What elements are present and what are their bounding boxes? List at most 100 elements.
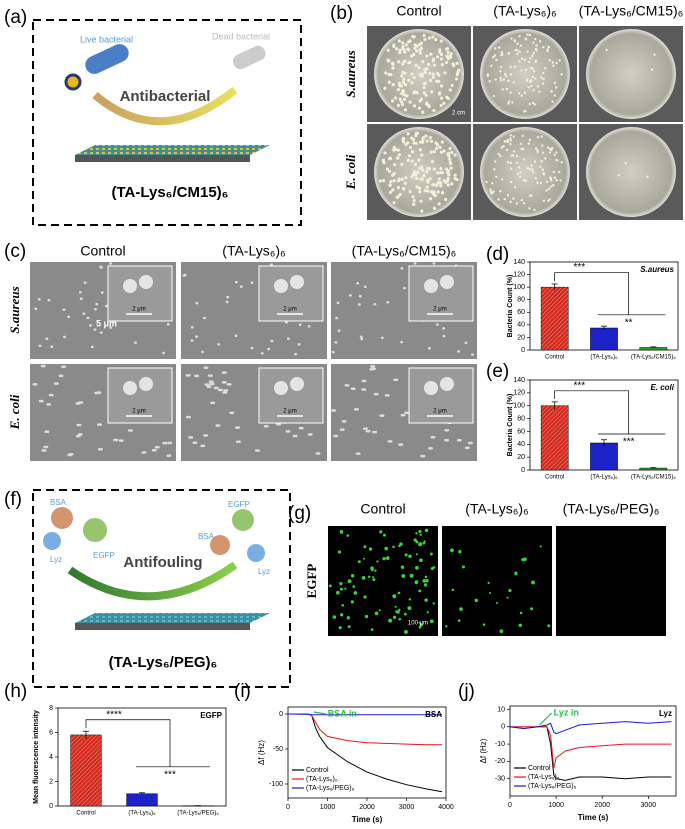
colony — [396, 103, 400, 107]
x-tick-label: Control — [76, 811, 95, 817]
colony — [493, 168, 496, 171]
spot — [403, 612, 407, 616]
colony — [455, 77, 459, 81]
y-tick-label: 120 — [513, 390, 525, 397]
cell — [286, 337, 290, 341]
colony — [531, 67, 534, 71]
colony — [407, 78, 411, 82]
y-tick-label: 100 — [513, 284, 525, 291]
y-tick-label: 100 — [513, 403, 525, 410]
colony — [439, 39, 443, 43]
colony — [526, 33, 529, 36]
colony — [490, 64, 493, 68]
bar — [590, 442, 618, 471]
cell — [182, 274, 186, 277]
x-tick-label: 0 — [286, 804, 290, 811]
cell — [274, 381, 288, 395]
cell — [430, 435, 436, 439]
colony — [429, 150, 433, 154]
cell — [203, 366, 209, 369]
cell — [355, 452, 361, 455]
colony — [401, 45, 405, 49]
colony — [551, 61, 555, 64]
y-tick-label: 140 — [513, 377, 525, 384]
colony — [560, 161, 563, 164]
colony — [403, 83, 407, 87]
bracket — [554, 390, 666, 435]
colony — [532, 41, 535, 44]
colony — [386, 58, 390, 62]
colony — [383, 86, 387, 90]
colony — [432, 190, 436, 195]
spot — [363, 545, 367, 549]
cell — [226, 383, 232, 386]
colony — [396, 88, 401, 92]
colony — [419, 199, 423, 203]
colony — [400, 74, 404, 78]
colony — [492, 94, 496, 98]
colony — [509, 161, 512, 165]
colony — [504, 75, 508, 78]
colony — [499, 70, 502, 73]
spot — [368, 547, 373, 551]
colony — [446, 183, 450, 187]
colony — [403, 108, 408, 112]
cell — [331, 409, 337, 412]
cell — [67, 453, 73, 457]
spot — [413, 538, 417, 542]
colony — [533, 103, 537, 106]
cell — [90, 345, 94, 349]
column-header: (TA-Lys₆/PEG)₆ — [563, 501, 660, 517]
cell — [76, 423, 82, 427]
cell — [359, 335, 363, 339]
colony — [546, 146, 550, 149]
cell — [34, 307, 38, 310]
cell — [222, 391, 228, 394]
colony — [420, 72, 424, 76]
colony — [394, 147, 398, 152]
colony — [384, 71, 388, 75]
cell — [78, 291, 82, 294]
y-axis-label: Δf (Hz) — [257, 740, 266, 765]
colony — [516, 42, 519, 46]
colony — [521, 147, 525, 151]
colony — [434, 38, 438, 42]
colony — [417, 106, 422, 110]
colony — [539, 40, 542, 43]
spot — [362, 557, 365, 560]
colony — [520, 198, 523, 202]
colony — [387, 80, 391, 84]
spot — [530, 607, 534, 611]
colony — [426, 180, 430, 184]
colony — [532, 89, 535, 92]
inset — [408, 367, 474, 424]
cell — [360, 337, 364, 341]
colony — [392, 171, 396, 176]
spot — [361, 576, 366, 580]
colony — [438, 50, 442, 54]
cell — [400, 413, 406, 417]
colony — [403, 181, 407, 185]
cell — [221, 381, 227, 384]
panel-label: (c) — [4, 241, 26, 262]
protein-label: BSA — [50, 498, 67, 507]
colony — [438, 145, 442, 150]
spot — [332, 615, 337, 619]
action-label: Antifouling — [123, 554, 202, 571]
cell — [339, 428, 345, 431]
colony — [445, 54, 449, 58]
colony — [512, 150, 516, 153]
bar-hatch — [541, 405, 569, 470]
colony — [520, 69, 523, 72]
panel-label: (f) — [4, 489, 22, 510]
cell — [387, 440, 393, 443]
y-tick-label: 80 — [517, 297, 525, 304]
colony — [446, 50, 450, 54]
colony — [529, 66, 532, 70]
cell — [188, 436, 194, 439]
colony — [555, 151, 558, 154]
cell — [203, 316, 207, 320]
colony — [440, 52, 444, 57]
cell — [99, 331, 103, 334]
spot — [364, 614, 369, 619]
